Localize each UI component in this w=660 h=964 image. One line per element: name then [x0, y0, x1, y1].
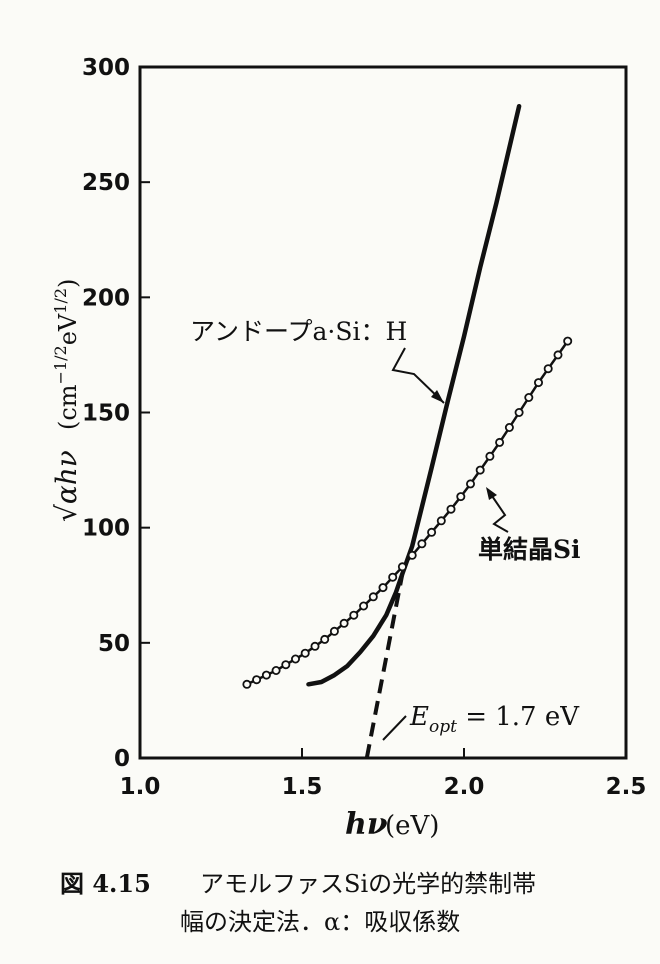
data-point: [543, 364, 553, 374]
y-tick-label: 300: [82, 55, 130, 81]
data-point: [310, 641, 320, 651]
y-tick-label: 0: [114, 746, 130, 772]
y-tick-label: 150: [82, 401, 130, 427]
data-point: [300, 648, 310, 658]
data-point: [427, 527, 437, 537]
data-point: [514, 407, 524, 417]
plot-frame: [138, 65, 628, 760]
data-point: [388, 572, 398, 582]
series-layer: [242, 103, 573, 759]
caption-line2: 幅の決定法．α：吸収係数: [180, 908, 460, 936]
data-point: [242, 679, 252, 689]
data-point: [290, 654, 300, 664]
y-tick-label: 250: [82, 170, 130, 196]
y-tick-label: 200: [82, 285, 130, 311]
annotation-crystal: 単結晶Si: [478, 535, 581, 564]
data-point: [368, 592, 378, 602]
axis-ticks: 1.0 1.5 2.0 2.5 0 50 100 150 200 250 300: [82, 55, 646, 800]
annotation-eopt-pointer: [382, 715, 407, 741]
data-point: [339, 618, 349, 628]
annotation-crystal-pointer: [489, 492, 509, 533]
x-tick-label: 1.0: [120, 774, 161, 800]
annotation-eopt: Eopt = 1.7 eV: [409, 702, 580, 737]
data-point: [281, 660, 291, 670]
x-tick-label: 2.0: [444, 774, 485, 800]
series-line-amorphous: [306, 103, 522, 687]
caption-line1: アモルファスSiの光学的禁制帯: [200, 870, 536, 898]
y-tick-label: 100: [82, 516, 130, 542]
data-point: [329, 626, 339, 636]
data-point: [446, 504, 456, 514]
data-point: [271, 666, 281, 676]
y-tick-label: 50: [98, 631, 130, 657]
data-point: [252, 675, 262, 685]
data-point: [417, 539, 427, 549]
y-axis-unit: (cm−1/2eV1/2): [51, 279, 82, 430]
data-point: [378, 583, 388, 593]
caption-figure-label: 図 4.15: [60, 869, 151, 898]
data-point: [504, 422, 514, 432]
data-point: [261, 670, 271, 680]
data-point: [475, 465, 485, 475]
data-point: [563, 336, 573, 346]
data-point: [524, 392, 534, 402]
data-point: [359, 601, 369, 611]
x-tick-label: 1.5: [282, 774, 323, 800]
data-point: [495, 437, 505, 447]
annotation-amorphous: アンドープa·Si：H: [190, 317, 407, 346]
data-point: [534, 378, 544, 388]
x-axis-label: hν: [345, 807, 388, 842]
annotation-amorphous-arrowhead: [431, 390, 444, 403]
data-point: [456, 492, 466, 502]
data-point: [553, 350, 563, 360]
x-axis-unit: (eV): [385, 811, 439, 841]
data-point: [485, 451, 495, 461]
series-line-extrapolation: [364, 573, 405, 759]
data-point: [397, 562, 407, 572]
x-tick-label: 2.5: [606, 774, 647, 800]
data-point: [436, 516, 446, 526]
data-point: [349, 610, 359, 620]
series-line-crystal: [246, 340, 569, 686]
data-point: [407, 550, 417, 560]
y-axis-label: √αhν: [50, 450, 83, 522]
data-point: [320, 634, 330, 644]
annotation-crystal-arrowhead: [486, 487, 497, 500]
y-axis-label-group: √αhν (cm−1/2eV1/2): [50, 279, 83, 522]
annotation-amorphous-pointer: [391, 347, 445, 404]
data-point: [465, 479, 475, 489]
